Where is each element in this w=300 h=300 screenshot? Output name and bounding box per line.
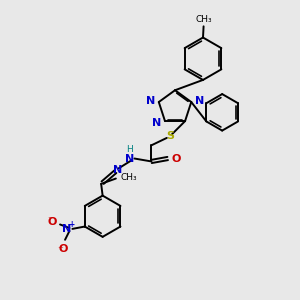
Text: S: S bbox=[166, 131, 174, 141]
Text: ⁻: ⁻ bbox=[58, 245, 64, 255]
Text: H: H bbox=[126, 146, 133, 154]
Text: +: + bbox=[69, 220, 75, 229]
Text: N: N bbox=[195, 96, 204, 106]
Text: O: O bbox=[48, 217, 57, 227]
Text: N: N bbox=[62, 224, 71, 234]
Text: CH₃: CH₃ bbox=[120, 173, 137, 182]
Text: ⁻: ⁻ bbox=[48, 215, 54, 225]
Text: N: N bbox=[124, 154, 134, 164]
Text: O: O bbox=[59, 244, 68, 254]
Text: CH₃: CH₃ bbox=[195, 15, 212, 24]
Text: O: O bbox=[171, 154, 181, 164]
Text: N: N bbox=[152, 118, 161, 128]
Text: N: N bbox=[146, 96, 155, 106]
Text: N: N bbox=[113, 165, 122, 175]
